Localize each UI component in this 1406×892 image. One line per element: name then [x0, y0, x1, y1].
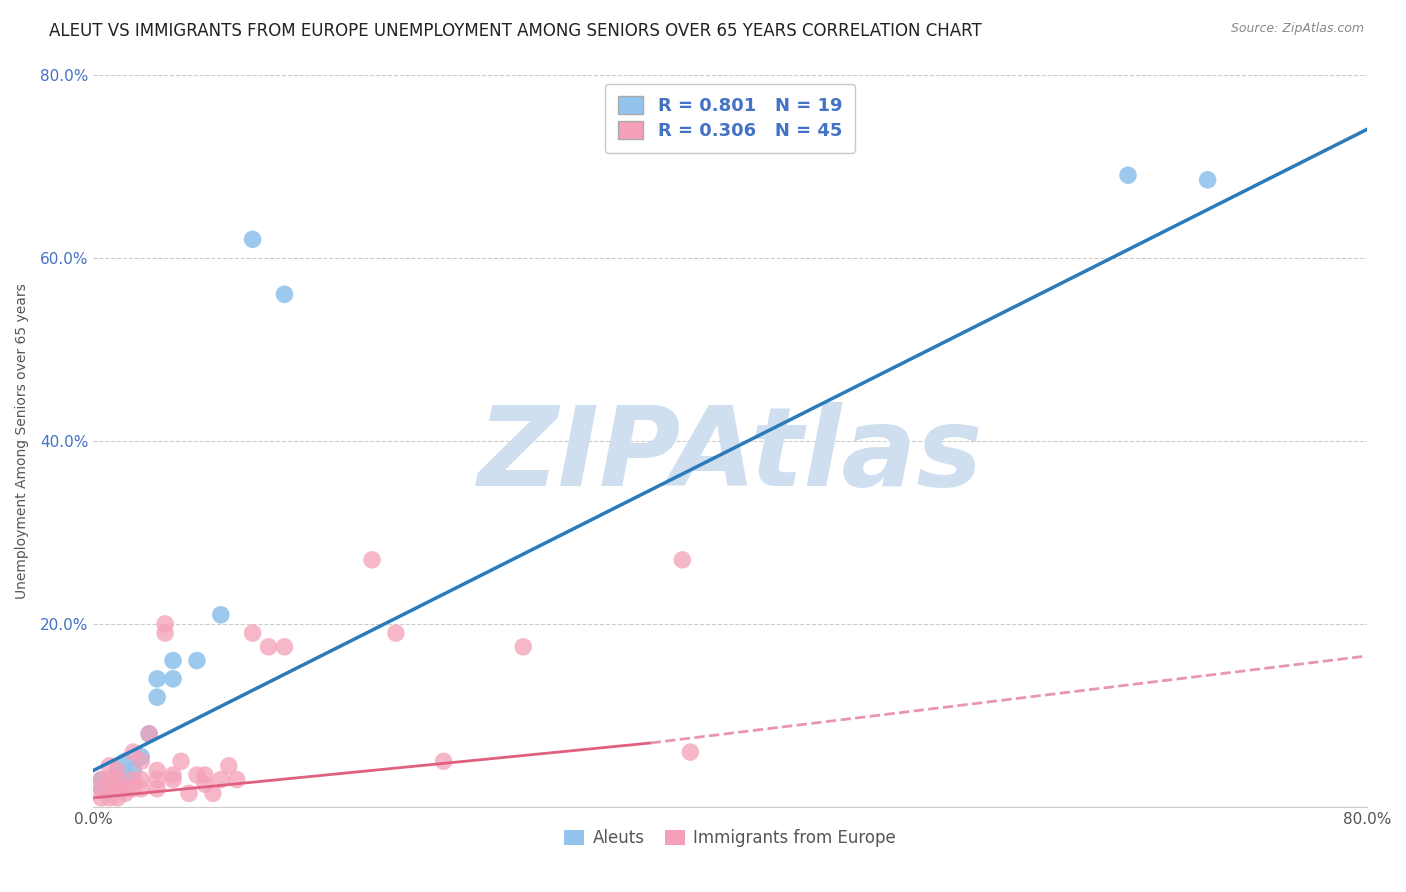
Point — [242, 626, 264, 640]
Point — [170, 754, 193, 768]
Point — [146, 772, 169, 787]
Point — [512, 640, 534, 654]
Point — [186, 768, 208, 782]
Point — [1116, 168, 1139, 182]
Point — [90, 772, 112, 787]
Point — [122, 764, 145, 778]
Point — [146, 690, 169, 705]
Text: ALEUT VS IMMIGRANTS FROM EUROPE UNEMPLOYMENT AMONG SENIORS OVER 65 YEARS CORRELA: ALEUT VS IMMIGRANTS FROM EUROPE UNEMPLOY… — [49, 22, 981, 40]
Point — [105, 781, 128, 796]
Point — [162, 672, 184, 686]
Point — [138, 727, 160, 741]
Point — [129, 772, 152, 787]
Point — [138, 727, 160, 741]
Point — [273, 640, 295, 654]
Point — [114, 754, 136, 768]
Point — [153, 626, 176, 640]
Point — [186, 654, 208, 668]
Point — [98, 781, 121, 796]
Point — [194, 777, 217, 791]
Point — [114, 781, 136, 796]
Point — [273, 287, 295, 301]
Point — [153, 616, 176, 631]
Point — [194, 768, 217, 782]
Point — [122, 772, 145, 787]
Point — [209, 772, 232, 787]
Point — [90, 791, 112, 805]
Point — [105, 772, 128, 787]
Point — [98, 772, 121, 787]
Point — [98, 759, 121, 773]
Point — [98, 781, 121, 796]
Point — [385, 626, 408, 640]
Point — [90, 781, 112, 796]
Point — [114, 786, 136, 800]
Point — [105, 764, 128, 778]
Point — [225, 772, 247, 787]
Point — [218, 759, 240, 773]
Text: ZIPAtlas: ZIPAtlas — [478, 402, 983, 509]
Point — [162, 772, 184, 787]
Point — [105, 791, 128, 805]
Point — [146, 781, 169, 796]
Point — [90, 772, 112, 787]
Point — [671, 553, 693, 567]
Point — [361, 553, 384, 567]
Point — [98, 791, 121, 805]
Legend: Aleuts, Immigrants from Europe: Aleuts, Immigrants from Europe — [558, 822, 903, 854]
Text: Source: ZipAtlas.com: Source: ZipAtlas.com — [1230, 22, 1364, 36]
Point — [433, 754, 456, 768]
Point — [257, 640, 280, 654]
Point — [129, 781, 152, 796]
Point — [162, 768, 184, 782]
Point — [114, 768, 136, 782]
Point — [105, 764, 128, 778]
Point — [129, 749, 152, 764]
Point — [122, 745, 145, 759]
Point — [162, 654, 184, 668]
Point — [679, 745, 702, 759]
Point — [209, 607, 232, 622]
Point — [146, 672, 169, 686]
Point — [146, 764, 169, 778]
Y-axis label: Unemployment Among Seniors over 65 years: Unemployment Among Seniors over 65 years — [15, 283, 30, 599]
Point — [122, 781, 145, 796]
Point — [129, 754, 152, 768]
Point — [90, 781, 112, 796]
Point — [1197, 173, 1219, 187]
Point — [177, 786, 200, 800]
Point — [242, 232, 264, 246]
Point — [201, 786, 224, 800]
